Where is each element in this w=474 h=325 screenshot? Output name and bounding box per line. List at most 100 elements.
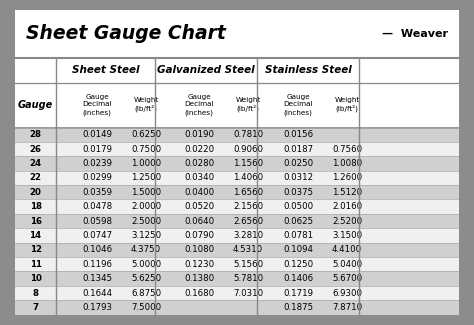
Text: 4.3750: 4.3750 [131,245,161,254]
Text: 0.0500: 0.0500 [283,202,313,211]
Text: Sheet Steel: Sheet Steel [72,65,139,75]
Text: 0.0625: 0.0625 [283,216,313,226]
Text: 1.2500: 1.2500 [131,173,161,182]
Text: 0.7500: 0.7500 [131,145,161,154]
Text: 1.2600: 1.2600 [332,173,362,182]
Text: 0.1230: 0.1230 [184,260,214,269]
Text: 7.5000: 7.5000 [131,303,161,312]
Text: 0.1719: 0.1719 [283,289,313,297]
Text: 24: 24 [29,159,42,168]
Text: 26: 26 [29,145,42,154]
Bar [15,228,459,243]
Bar [15,271,459,286]
Text: 0.1875: 0.1875 [283,303,313,312]
Text: 0.7810: 0.7810 [233,130,263,139]
Bar [15,156,459,171]
Text: 0.0312: 0.0312 [283,173,313,182]
Text: 0.0149: 0.0149 [82,130,112,139]
Text: Gauge
Decimal
(inches): Gauge Decimal (inches) [82,94,112,116]
Bar [15,243,459,257]
Text: 0.0280: 0.0280 [184,159,214,168]
Text: 5.0400: 5.0400 [332,260,362,269]
Text: 0.0187: 0.0187 [283,145,313,154]
Text: 5.7810: 5.7810 [233,274,263,283]
Text: 1.6560: 1.6560 [233,188,263,197]
Text: Galvanized Steel: Galvanized Steel [157,65,255,75]
Text: 7.8710: 7.8710 [332,303,362,312]
Text: Stainless Steel: Stainless Steel [264,65,351,75]
Text: Weight
(lb/ft²): Weight (lb/ft²) [334,97,360,112]
Text: 1.1560: 1.1560 [233,159,263,168]
Text: Gauge
Decimal
(inches): Gauge Decimal (inches) [184,94,214,116]
Text: 8: 8 [33,289,38,297]
Text: 6.9300: 6.9300 [332,289,362,297]
Text: 5.0000: 5.0000 [131,260,161,269]
Bar [15,84,459,127]
Text: 0.1644: 0.1644 [82,289,112,297]
Text: 14: 14 [29,231,42,240]
Text: 0.0478: 0.0478 [82,202,112,211]
Bar [15,200,459,214]
Text: 3.1500: 3.1500 [332,231,362,240]
Text: 2.5000: 2.5000 [131,216,161,226]
Text: 0.0747: 0.0747 [82,231,112,240]
Text: 20: 20 [30,188,42,197]
Text: 2.0000: 2.0000 [131,202,161,211]
Text: 0.0598: 0.0598 [82,216,112,226]
Text: 0.1094: 0.1094 [283,245,313,254]
Text: 0.1380: 0.1380 [184,274,214,283]
Bar [15,257,459,271]
Bar [15,10,459,58]
Text: 0.1046: 0.1046 [82,245,112,254]
Text: Weight
(lb/ft²): Weight (lb/ft²) [236,97,261,112]
Text: 0.0400: 0.0400 [184,188,214,197]
Text: 0.0156: 0.0156 [283,130,313,139]
Text: 0.0375: 0.0375 [283,188,313,197]
Text: 0.0239: 0.0239 [82,159,112,168]
Text: 5.6700: 5.6700 [332,274,362,283]
Bar [15,58,459,84]
Text: 0.1345: 0.1345 [82,274,112,283]
Text: 2.6560: 2.6560 [233,216,263,226]
Text: 2.0160: 2.0160 [332,202,362,211]
Text: 0.6250: 0.6250 [131,130,161,139]
Text: 1.0000: 1.0000 [131,159,161,168]
Bar [15,286,459,300]
Bar [15,185,459,200]
Text: 0.1680: 0.1680 [184,289,214,297]
Text: 0.1250: 0.1250 [283,260,313,269]
Text: 7.0310: 7.0310 [233,289,263,297]
Text: 0.0190: 0.0190 [184,130,214,139]
Text: 12: 12 [29,245,42,254]
Text: 0.1196: 0.1196 [82,260,112,269]
Text: 0.9060: 0.9060 [233,145,263,154]
Text: 5.1560: 5.1560 [233,260,263,269]
Text: 0.0179: 0.0179 [82,145,112,154]
Text: 3.2810: 3.2810 [233,231,263,240]
Text: 4.5310: 4.5310 [233,245,263,254]
Text: 0.0340: 0.0340 [184,173,214,182]
Bar [15,171,459,185]
Bar [15,214,459,228]
Text: 0.0250: 0.0250 [283,159,313,168]
Text: 2.1560: 2.1560 [233,202,263,211]
Text: 16: 16 [29,216,42,226]
Text: 5.6250: 5.6250 [131,274,161,283]
Text: 22: 22 [29,173,42,182]
Text: Gauge: Gauge [18,100,53,110]
Text: 10: 10 [30,274,42,283]
Text: 0.1793: 0.1793 [82,303,112,312]
Text: Gauge
Decimal
(inches): Gauge Decimal (inches) [283,94,313,116]
Text: 3.1250: 3.1250 [131,231,161,240]
Text: 0.0781: 0.0781 [283,231,313,240]
Text: 0.0790: 0.0790 [184,231,214,240]
Text: 2.5200: 2.5200 [332,216,362,226]
Text: 1.5000: 1.5000 [131,188,161,197]
Bar [15,127,459,142]
Text: 28: 28 [29,130,42,139]
Bar [15,300,459,315]
Text: 0.0220: 0.0220 [184,145,214,154]
Text: Sheet Gauge Chart: Sheet Gauge Chart [26,24,226,44]
Text: 0.0640: 0.0640 [184,216,214,226]
Text: 0.1406: 0.1406 [283,274,313,283]
